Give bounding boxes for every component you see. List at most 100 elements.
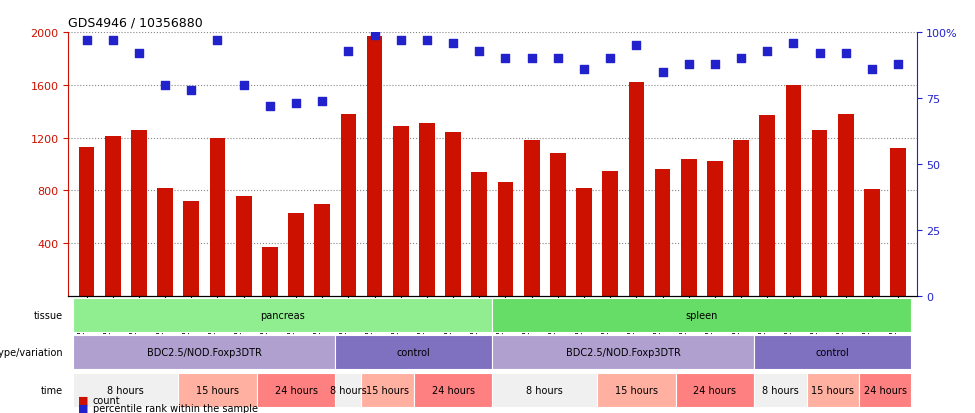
- Bar: [472, 173, 488, 296]
- Bar: [681, 159, 696, 296]
- Text: 15 hours: 15 hours: [196, 385, 239, 395]
- Text: 8 hours: 8 hours: [762, 385, 799, 395]
- Point: [393, 38, 409, 44]
- Point: [314, 98, 330, 105]
- Bar: [812, 131, 828, 296]
- Point: [733, 56, 749, 63]
- Text: BDC2.5/NOD.Foxp3DTR: BDC2.5/NOD.Foxp3DTR: [147, 347, 262, 358]
- Text: 15 hours: 15 hours: [811, 385, 854, 395]
- Text: 15 hours: 15 hours: [615, 385, 658, 395]
- FancyBboxPatch shape: [492, 336, 755, 369]
- Point: [681, 61, 696, 68]
- Bar: [707, 162, 722, 296]
- Bar: [210, 138, 225, 296]
- Text: 15 hours: 15 hours: [367, 385, 410, 395]
- Point: [236, 82, 252, 89]
- Text: spleen: spleen: [685, 310, 718, 320]
- Bar: [629, 83, 644, 296]
- Text: time: time: [41, 385, 63, 395]
- Point: [419, 38, 435, 44]
- Text: tissue: tissue: [34, 310, 63, 320]
- Point: [340, 48, 356, 55]
- Point: [183, 88, 199, 94]
- Point: [262, 103, 278, 110]
- FancyBboxPatch shape: [73, 298, 492, 332]
- Point: [838, 51, 854, 57]
- Text: 24 hours: 24 hours: [432, 385, 475, 395]
- Text: 8 hours: 8 hours: [330, 385, 367, 395]
- Text: ■: ■: [78, 395, 89, 405]
- Text: 24 hours: 24 hours: [864, 385, 907, 395]
- Point: [131, 51, 146, 57]
- Bar: [786, 85, 801, 296]
- Text: percentile rank within the sample: percentile rank within the sample: [93, 403, 257, 413]
- Point: [864, 66, 879, 73]
- FancyBboxPatch shape: [806, 373, 859, 407]
- FancyBboxPatch shape: [597, 373, 676, 407]
- Bar: [131, 131, 147, 296]
- Point: [210, 38, 225, 44]
- Point: [79, 38, 95, 44]
- Bar: [864, 190, 879, 296]
- FancyBboxPatch shape: [362, 373, 413, 407]
- Bar: [497, 183, 513, 296]
- Bar: [733, 141, 749, 296]
- Bar: [183, 202, 199, 296]
- Bar: [79, 147, 95, 296]
- Bar: [419, 124, 435, 296]
- Text: 24 hours: 24 hours: [693, 385, 736, 395]
- Point: [812, 51, 828, 57]
- Text: pancreas: pancreas: [260, 310, 305, 320]
- Bar: [890, 149, 906, 296]
- Text: 24 hours: 24 hours: [275, 385, 318, 395]
- Text: GDS4946 / 10356880: GDS4946 / 10356880: [68, 17, 203, 29]
- Text: 8 hours: 8 hours: [526, 385, 564, 395]
- Text: control: control: [397, 347, 431, 358]
- Text: 8 hours: 8 hours: [107, 385, 144, 395]
- FancyBboxPatch shape: [755, 336, 912, 369]
- Point: [576, 66, 592, 73]
- Bar: [760, 116, 775, 296]
- Point: [655, 69, 671, 76]
- Bar: [236, 196, 252, 296]
- FancyBboxPatch shape: [335, 336, 492, 369]
- FancyBboxPatch shape: [256, 373, 335, 407]
- Bar: [340, 114, 356, 296]
- Text: BDC2.5/NOD.Foxp3DTR: BDC2.5/NOD.Foxp3DTR: [566, 347, 681, 358]
- Point: [629, 43, 644, 50]
- Point: [524, 56, 539, 63]
- Point: [890, 61, 906, 68]
- Point: [760, 48, 775, 55]
- Text: genotype/variation: genotype/variation: [0, 347, 63, 358]
- FancyBboxPatch shape: [73, 373, 178, 407]
- Text: control: control: [816, 347, 849, 358]
- FancyBboxPatch shape: [73, 336, 335, 369]
- Point: [157, 82, 173, 89]
- Bar: [576, 188, 592, 296]
- Text: ■: ■: [78, 403, 89, 413]
- Point: [786, 40, 801, 47]
- Bar: [105, 137, 121, 296]
- Point: [367, 32, 382, 39]
- Point: [603, 56, 618, 63]
- Text: count: count: [93, 395, 120, 405]
- Point: [472, 48, 488, 55]
- Point: [446, 40, 461, 47]
- FancyBboxPatch shape: [859, 373, 912, 407]
- Bar: [550, 154, 566, 296]
- Bar: [603, 171, 618, 296]
- Point: [497, 56, 513, 63]
- FancyBboxPatch shape: [755, 373, 806, 407]
- Point: [289, 101, 304, 107]
- Bar: [367, 37, 382, 296]
- Bar: [262, 247, 278, 296]
- Bar: [654, 170, 671, 296]
- Bar: [157, 188, 173, 296]
- Point: [707, 61, 722, 68]
- Bar: [838, 114, 854, 296]
- Bar: [289, 213, 304, 296]
- Point: [550, 56, 566, 63]
- FancyBboxPatch shape: [335, 373, 362, 407]
- FancyBboxPatch shape: [676, 373, 755, 407]
- FancyBboxPatch shape: [492, 373, 597, 407]
